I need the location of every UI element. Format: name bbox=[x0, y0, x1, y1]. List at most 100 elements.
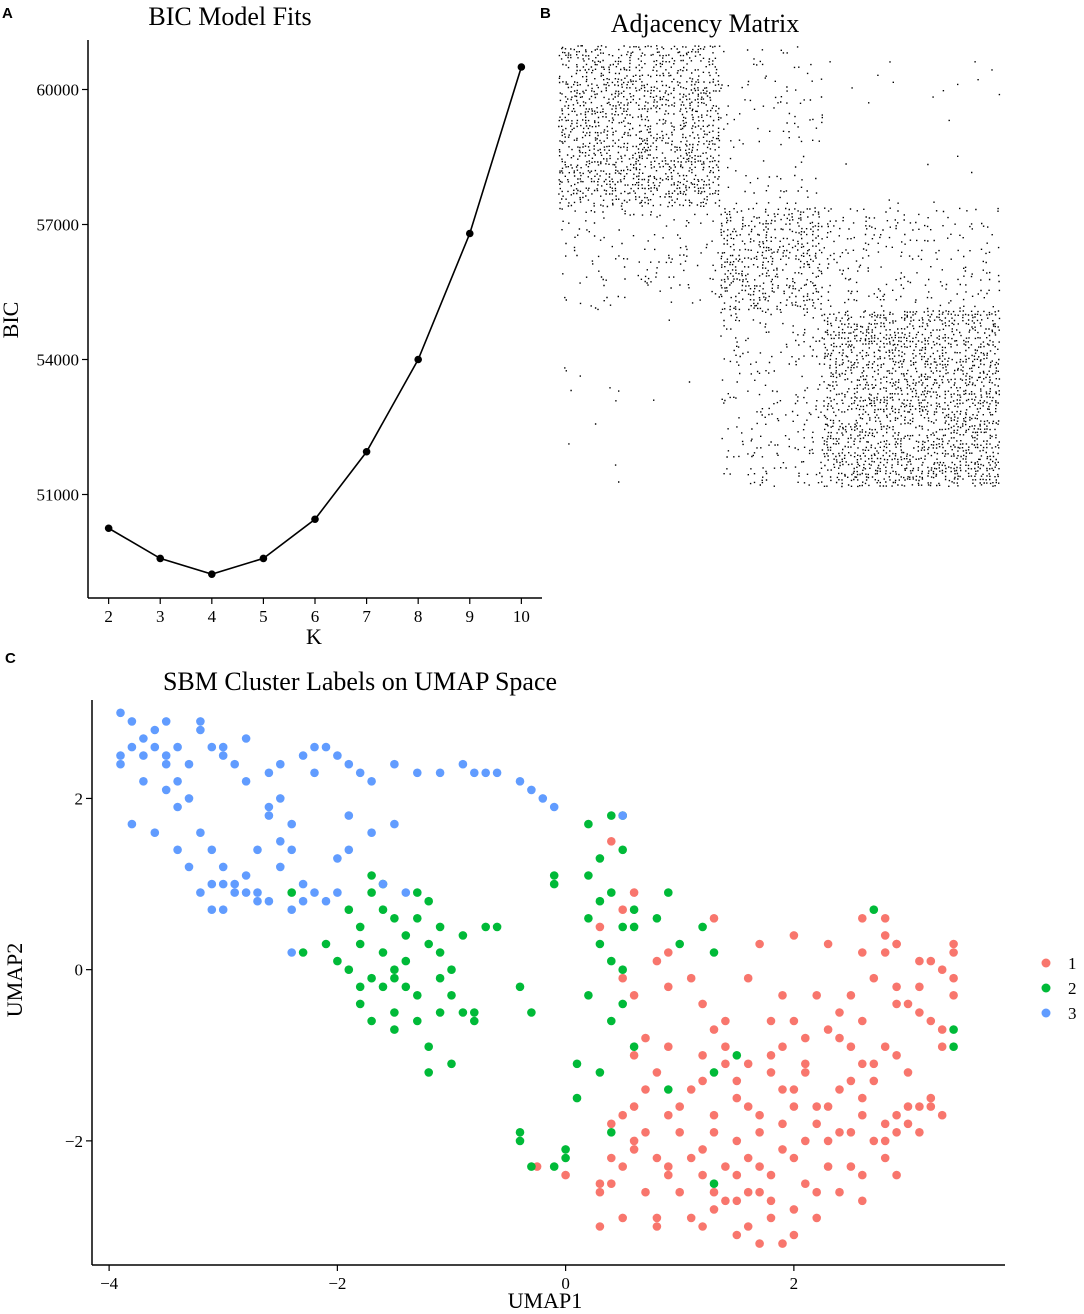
umap-point-cluster-1 bbox=[618, 1162, 627, 1171]
umap-point-cluster-3 bbox=[127, 819, 137, 829]
umap-point-cluster-3 bbox=[139, 751, 148, 760]
bic-y-label: BIC bbox=[0, 302, 23, 339]
bic-chart: BIC Model Fits 51000 54000 57000 60000 2 3 4 5… bbox=[0, 2, 542, 649]
bic-x-tick-label: 9 bbox=[466, 607, 475, 626]
umap-point-cluster-3 bbox=[196, 725, 205, 735]
umap-point-cluster-3 bbox=[287, 819, 297, 829]
umap-point-cluster-3 bbox=[127, 742, 137, 752]
umap-point-cluster-1 bbox=[686, 1085, 696, 1094]
umap-point-cluster-3 bbox=[184, 862, 194, 872]
umap-point-cluster-3 bbox=[173, 802, 182, 812]
umap-point-cluster-1 bbox=[629, 1051, 639, 1060]
umap-point-cluster-2 bbox=[607, 888, 616, 897]
bic-x-tick-label: 8 bbox=[414, 607, 423, 626]
umap-point-cluster-2 bbox=[401, 931, 411, 940]
umap-point-cluster-3 bbox=[538, 794, 548, 803]
adjacency-edge-marks bbox=[558, 45, 1001, 488]
umap-point-cluster-3 bbox=[276, 759, 285, 769]
umap-point-cluster-3 bbox=[344, 759, 354, 769]
umap-point-cluster-2 bbox=[664, 888, 673, 897]
umap-point-cluster-1 bbox=[607, 1179, 616, 1188]
umap-point-cluster-1 bbox=[778, 1119, 787, 1129]
bic-x-tick-label: 6 bbox=[311, 607, 320, 626]
umap-point-cluster-2 bbox=[424, 1042, 434, 1051]
umap-point-cluster-1 bbox=[709, 1187, 719, 1197]
umap-point-cluster-1 bbox=[664, 1170, 673, 1180]
umap-point-cluster-2 bbox=[549, 1162, 559, 1171]
umap-point-cluster-1 bbox=[698, 999, 707, 1009]
umap-point-cluster-1 bbox=[892, 1051, 901, 1060]
legend-swatch-2 bbox=[1041, 983, 1051, 993]
umap-point-cluster-2 bbox=[367, 888, 376, 897]
umap-point-cluster-3 bbox=[207, 905, 217, 914]
umap-point-cluster-3 bbox=[173, 777, 182, 786]
umap-point-cluster-1 bbox=[664, 1042, 673, 1051]
umap-point-cluster-1 bbox=[778, 991, 787, 1000]
umap-point-cluster-1 bbox=[869, 1059, 879, 1069]
umap-point-cluster-1 bbox=[618, 1110, 627, 1120]
umap-point-cluster-1 bbox=[846, 1042, 856, 1051]
bic-series-line bbox=[108, 66, 523, 575]
umap-y-tick-label: 0 bbox=[75, 961, 84, 980]
umap-point-cluster-1 bbox=[629, 1145, 639, 1154]
umap-point-cluster-3 bbox=[367, 828, 376, 837]
umap-y-tick-label: −2 bbox=[65, 1132, 83, 1151]
umap-point-cluster-1 bbox=[789, 931, 799, 940]
bic-x-label: K bbox=[306, 624, 322, 649]
umap-point-cluster-3 bbox=[161, 717, 171, 726]
umap-point-cluster-2 bbox=[401, 982, 411, 992]
umap-point-cluster-2 bbox=[572, 1093, 582, 1103]
umap-point-cluster-2 bbox=[549, 871, 559, 880]
umap-point-cluster-1 bbox=[835, 1187, 844, 1197]
umap-point-cluster-2 bbox=[390, 914, 399, 923]
umap-point-cluster-1 bbox=[755, 939, 764, 949]
umap-point-cluster-2 bbox=[561, 1145, 570, 1154]
umap-point-cluster-1 bbox=[823, 1025, 833, 1034]
umap-point-cluster-2 bbox=[664, 1085, 673, 1094]
umap-point-cluster-1 bbox=[686, 973, 696, 983]
umap-point-cluster-2 bbox=[424, 896, 434, 906]
umap-point-cluster-3 bbox=[150, 742, 160, 752]
umap-point-cluster-2 bbox=[595, 1068, 605, 1077]
umap-point-cluster-2 bbox=[595, 854, 605, 863]
umap-point-cluster-1 bbox=[926, 1016, 936, 1026]
umap-point-cluster-2 bbox=[344, 905, 354, 914]
legend-label-1: 1 bbox=[1068, 954, 1077, 973]
umap-point-cluster-1 bbox=[664, 982, 673, 992]
umap-point-cluster-2 bbox=[549, 879, 559, 889]
umap-points bbox=[116, 708, 958, 1248]
umap-point-cluster-3 bbox=[230, 879, 239, 889]
umap-y-label: UMAP2 bbox=[2, 943, 27, 1018]
umap-point-cluster-2 bbox=[584, 991, 593, 1000]
umap-point-cluster-1 bbox=[766, 1051, 776, 1060]
umap-point-cluster-3 bbox=[184, 759, 194, 769]
umap-point-cluster-2 bbox=[413, 1016, 422, 1026]
bic-x-tick-label: 5 bbox=[259, 607, 268, 626]
umap-point-cluster-2 bbox=[709, 1179, 719, 1188]
umap-point-cluster-1 bbox=[743, 1102, 753, 1111]
umap-point-cluster-1 bbox=[892, 939, 901, 949]
umap-point-cluster-1 bbox=[801, 1068, 810, 1077]
umap-point-cluster-3 bbox=[401, 888, 411, 897]
umap-point-cluster-1 bbox=[915, 956, 924, 966]
umap-point-cluster-2 bbox=[367, 871, 376, 880]
umap-point-cluster-1 bbox=[812, 1187, 821, 1197]
umap-point-cluster-1 bbox=[652, 1213, 662, 1223]
umap-point-cluster-2 bbox=[607, 811, 616, 820]
umap-point-cluster-1 bbox=[755, 1128, 764, 1137]
bic-x-tick-label: 2 bbox=[104, 607, 113, 626]
umap-point-cluster-2 bbox=[378, 982, 388, 992]
umap-point-cluster-1 bbox=[618, 1213, 627, 1223]
bic-point bbox=[104, 524, 113, 533]
umap-point-cluster-2 bbox=[732, 1051, 742, 1060]
umap-point-cluster-1 bbox=[641, 1033, 650, 1043]
umap-point-cluster-3 bbox=[264, 802, 274, 812]
umap-point-cluster-1 bbox=[789, 1102, 799, 1111]
umap-point-cluster-3 bbox=[276, 837, 285, 846]
umap-point-cluster-3 bbox=[298, 751, 308, 760]
umap-point-cluster-2 bbox=[949, 1042, 958, 1051]
umap-point-cluster-1 bbox=[880, 931, 890, 940]
bic-y-tick-label: 54000 bbox=[37, 351, 80, 370]
umap-point-cluster-1 bbox=[652, 956, 662, 966]
umap-point-cluster-1 bbox=[915, 982, 924, 992]
